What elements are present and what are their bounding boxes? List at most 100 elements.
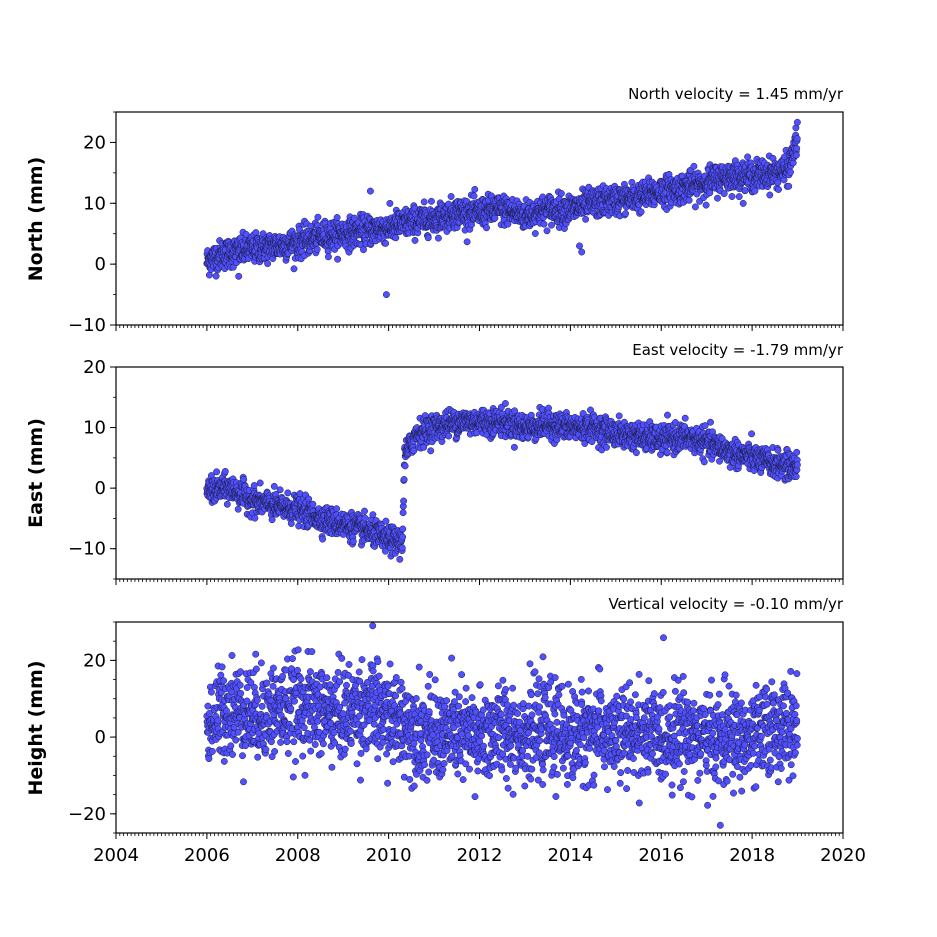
data-point — [504, 220, 512, 228]
data-point — [399, 533, 407, 541]
north-y-axis-label: North (mm) — [25, 157, 47, 282]
data-point — [774, 446, 782, 454]
data-point — [714, 194, 721, 202]
data-point — [540, 220, 548, 228]
data-point — [223, 500, 231, 508]
data-point — [548, 221, 555, 229]
outlier-point — [578, 248, 586, 256]
data-point — [622, 210, 630, 218]
data-point — [603, 443, 610, 451]
data-point — [748, 430, 756, 438]
data-point — [250, 482, 258, 489]
data-point — [290, 265, 298, 273]
data-point — [361, 514, 369, 522]
data-point — [427, 197, 435, 205]
data-point — [270, 482, 278, 490]
data-point — [333, 214, 341, 221]
data-point — [637, 208, 645, 216]
data-point — [396, 555, 404, 563]
data-point — [213, 468, 221, 476]
outlier-point — [235, 272, 243, 280]
north-panel: North velocity = 1.45 mm/yr North (mm) −… — [25, 85, 844, 336]
data-point — [491, 214, 499, 222]
y-tick-label: 0 — [95, 254, 106, 275]
data-point — [324, 253, 332, 261]
y-tick-label: 20 — [83, 132, 106, 153]
data-point — [427, 447, 435, 455]
data-point — [691, 203, 699, 211]
data-point — [787, 168, 794, 176]
data-point — [793, 461, 801, 469]
y-tick-label: −10 — [68, 315, 106, 336]
data-point — [792, 473, 800, 481]
data-point — [793, 118, 801, 126]
data-point — [700, 458, 708, 466]
data-point — [463, 238, 471, 246]
data-point — [360, 246, 367, 254]
data-point — [398, 544, 406, 552]
outlier-point — [382, 291, 390, 299]
data-point — [309, 500, 317, 508]
data-point — [221, 467, 229, 475]
data-point — [334, 255, 342, 263]
data-point — [702, 201, 710, 209]
data-point — [445, 432, 453, 440]
data-point — [681, 414, 689, 422]
data-point — [333, 505, 341, 513]
data-point — [470, 192, 478, 200]
data-point — [785, 182, 793, 190]
data-point — [690, 162, 698, 170]
data-point — [531, 230, 539, 237]
data-point — [314, 213, 322, 221]
data-point — [212, 272, 220, 280]
data-point — [501, 400, 509, 407]
east-velocity-title: East velocity = -1.79 mm/yr — [632, 341, 844, 359]
data-point — [664, 411, 671, 419]
data-point — [728, 193, 736, 200]
data-point — [557, 190, 565, 197]
data-point — [685, 196, 693, 204]
data-point — [434, 234, 442, 242]
data-point — [401, 462, 409, 470]
data-point — [351, 214, 358, 222]
data-point — [361, 507, 368, 515]
outlier-point — [366, 187, 374, 195]
data-point — [256, 479, 264, 487]
data-point — [240, 476, 248, 484]
data-point — [720, 190, 728, 198]
data-point — [739, 199, 747, 207]
outlier-point — [576, 242, 583, 250]
y-axis-ticks: −10 0 10 20 — [68, 111, 116, 336]
data-point — [793, 448, 801, 456]
data-point — [369, 511, 377, 519]
north-velocity-title: North velocity = 1.45 mm/yr — [628, 85, 844, 103]
east-y-axis-label: East (mm) — [25, 418, 47, 528]
data-point — [735, 193, 743, 201]
data-point — [264, 260, 272, 268]
data-point — [234, 505, 242, 513]
data-point — [400, 497, 408, 505]
data-point — [400, 476, 408, 483]
data-point — [744, 153, 752, 161]
data-point — [793, 135, 801, 143]
data-point — [582, 215, 590, 223]
data-point — [251, 514, 259, 522]
x-axis-ticks — [115, 325, 844, 331]
data-point — [349, 537, 357, 545]
data-point — [268, 516, 276, 524]
data-point — [424, 234, 432, 242]
data-point — [615, 412, 623, 420]
data-point — [766, 191, 774, 199]
data-point — [632, 449, 640, 457]
data-point — [392, 234, 400, 242]
data-point — [775, 186, 782, 193]
data-point — [386, 199, 394, 207]
data-point — [543, 227, 551, 235]
data-point — [447, 193, 455, 200]
data-point — [471, 185, 479, 193]
data-points — [203, 118, 801, 299]
data-point — [793, 144, 801, 152]
data-point — [707, 418, 714, 426]
y-tick-label: 10 — [83, 193, 106, 214]
